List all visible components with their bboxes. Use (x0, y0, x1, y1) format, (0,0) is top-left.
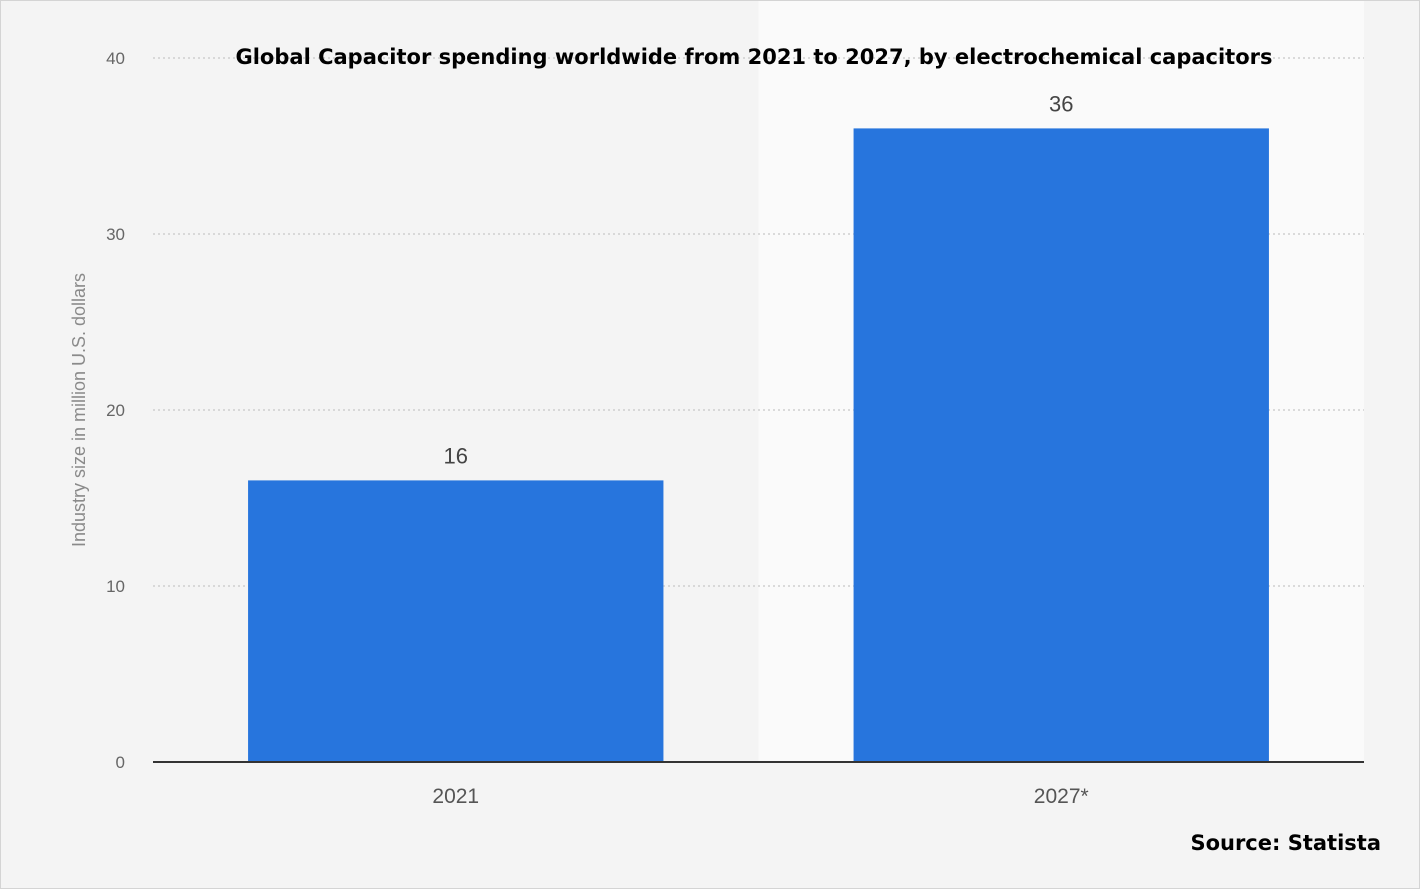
x-tick-label: 2027* (1034, 785, 1089, 808)
bar-2021 (248, 480, 664, 762)
y-tick-label: 0 (116, 753, 125, 772)
y-tick-label: 10 (106, 577, 125, 596)
y-axis-title: Industry size in million U.S. dollars (69, 273, 89, 547)
bar-2027 (853, 128, 1269, 762)
x-axis-ticks: 2021 2027* (432, 785, 1088, 808)
data-label: 16 (444, 443, 468, 468)
y-tick-label: 30 (106, 225, 125, 244)
y-tick-label: 40 (106, 49, 125, 68)
x-tick-label: 2021 (432, 785, 479, 808)
y-axis-ticks: 0 10 20 30 40 (106, 49, 125, 772)
chart-title: Global Capacitor spending worldwide from… (236, 45, 1273, 69)
bars (248, 128, 1269, 762)
y-tick-label: 20 (106, 401, 125, 420)
source-note: Source: Statista (1190, 831, 1381, 855)
data-label: 36 (1049, 91, 1073, 116)
